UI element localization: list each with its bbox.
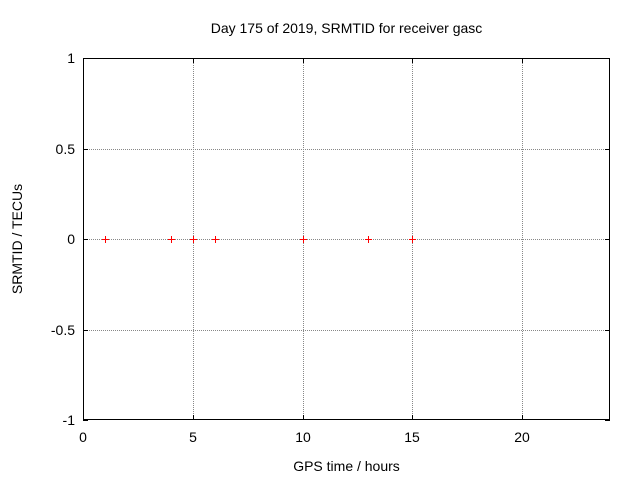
y-tick-right (605, 149, 610, 150)
y-tick-label: 0.5 (55, 141, 75, 157)
x-tick-top (303, 58, 304, 63)
x-tick-top (412, 58, 413, 63)
data-point-marker (190, 236, 197, 243)
y-tick-left (83, 330, 88, 331)
chart-title: Day 175 of 2019, SRMTID for receiver gas… (210, 20, 483, 36)
y-gridline (83, 239, 610, 240)
y-tick-right (605, 58, 610, 59)
y-tick-label: 1 (67, 50, 75, 66)
x-tick-label: 5 (189, 429, 197, 445)
x-tick-bottom (303, 415, 304, 420)
y-gridline (83, 149, 610, 150)
x-tick-top (522, 58, 523, 63)
y-tick-left (83, 58, 88, 59)
y-tick-right (605, 239, 610, 240)
x-tick-label: 0 (79, 429, 87, 445)
x-tick-top (193, 58, 194, 63)
y-tick-label: -0.5 (50, 322, 75, 338)
data-point-marker (102, 236, 109, 243)
y-gridline (83, 330, 610, 331)
y-tick-right (605, 420, 610, 421)
x-axis-label: GPS time / hours (293, 458, 400, 474)
y-tick-left (83, 149, 88, 150)
data-point-marker (212, 236, 219, 243)
x-tick-label: 15 (404, 429, 420, 445)
y-tick-right (605, 330, 610, 331)
x-tick-bottom (522, 415, 523, 420)
x-tick-top (83, 58, 84, 63)
y-tick-label: -1 (62, 412, 75, 428)
data-point-marker (300, 236, 307, 243)
y-tick-label: 0 (67, 231, 75, 247)
data-point-marker (168, 236, 175, 243)
data-point-marker (409, 236, 416, 243)
x-tick-label: 20 (514, 429, 530, 445)
y-tick-left (83, 420, 88, 421)
x-tick-label: 10 (295, 429, 311, 445)
y-tick-left (83, 239, 88, 240)
x-tick-bottom (83, 415, 84, 420)
x-tick-bottom (412, 415, 413, 420)
x-tick-bottom (193, 415, 194, 420)
data-point-marker (365, 236, 372, 243)
